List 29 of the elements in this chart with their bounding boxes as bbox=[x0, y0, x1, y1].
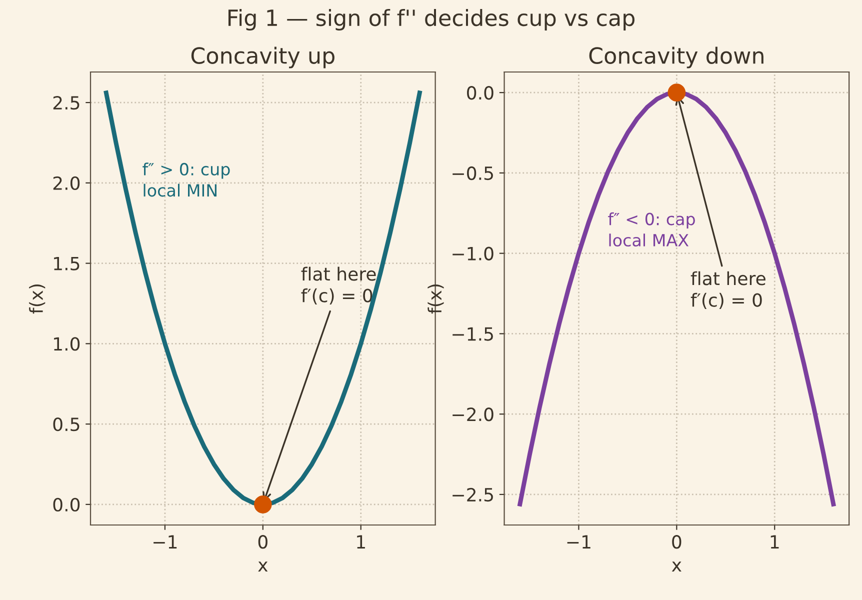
x-axis-title: x bbox=[672, 562, 682, 572]
y-tick-label: 0.5 bbox=[53, 418, 80, 432]
annotation: f″ < 0: cap local MAX bbox=[608, 212, 695, 247]
y-tick-label: −0.5 bbox=[452, 166, 493, 180]
chart-title: Concavity down bbox=[589, 46, 764, 68]
y-tick-label: −1.5 bbox=[452, 327, 493, 341]
x-tick-label: 0 bbox=[258, 535, 268, 549]
annotation: flat here f′(c) = 0 bbox=[301, 266, 376, 304]
y-tick-label: 1.5 bbox=[54, 256, 80, 270]
x-tick-label: 1 bbox=[357, 535, 365, 548]
x-tick-label: −1 bbox=[154, 535, 177, 548]
y-axis-title: f(x) bbox=[29, 284, 46, 314]
y-tick-label: 0.0 bbox=[467, 86, 494, 100]
y-tick-label: −1.0 bbox=[452, 246, 494, 260]
y-tick-label: −2.0 bbox=[452, 408, 494, 422]
y-tick-label: 0.0 bbox=[53, 498, 80, 512]
y-tick-label: 2.5 bbox=[53, 96, 80, 110]
y-tick-label: 2.0 bbox=[53, 176, 80, 190]
chart-title: Concavity up bbox=[191, 46, 334, 68]
caption: Fig 1 — sign of f'' decides cup vs cap bbox=[228, 9, 634, 31]
annotation: flat here f′(c) = 0 bbox=[690, 271, 766, 310]
y-tick-label: 1.0 bbox=[54, 337, 80, 351]
y-axis-title: f(x) bbox=[428, 284, 444, 314]
x-axis-title: x bbox=[258, 562, 268, 572]
x-tick-label: 1 bbox=[770, 535, 779, 548]
x-tick-label: 0 bbox=[672, 535, 682, 549]
y-tick-label: −2.5 bbox=[452, 488, 493, 502]
annotation: f″ > 0: cup local MIN bbox=[142, 162, 230, 197]
x-tick-label: −1 bbox=[567, 535, 590, 548]
